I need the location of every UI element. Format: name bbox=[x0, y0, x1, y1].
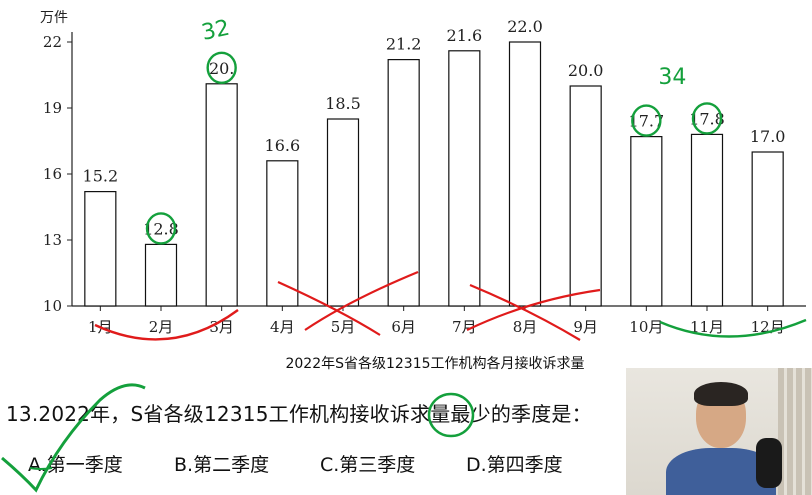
bar bbox=[510, 42, 541, 306]
x-tick-label: 4月 bbox=[270, 318, 295, 336]
option-c[interactable]: C.第三季度 bbox=[320, 450, 415, 477]
data-label: 20. bbox=[209, 59, 234, 78]
bar bbox=[85, 192, 116, 306]
y-tick-label: 19 bbox=[43, 99, 62, 117]
bookshelf bbox=[778, 368, 812, 495]
data-label: 20.0 bbox=[568, 61, 604, 80]
data-label: 21.6 bbox=[447, 26, 483, 45]
bar bbox=[328, 119, 359, 306]
data-label: 22.0 bbox=[507, 17, 543, 36]
bar bbox=[631, 137, 662, 306]
bar bbox=[206, 84, 237, 306]
data-label: 21.2 bbox=[386, 35, 422, 54]
x-tick-label: 5月 bbox=[331, 318, 356, 336]
chart-caption: 2022年S省各级12315工作机构各月接收诉求量 bbox=[285, 355, 584, 372]
q1-sum-note: 32 bbox=[199, 16, 232, 46]
bar bbox=[752, 152, 783, 306]
microphone-icon bbox=[756, 438, 782, 488]
y-tick-label: 10 bbox=[43, 297, 62, 315]
bar bbox=[449, 51, 480, 306]
data-label: 18.5 bbox=[325, 94, 361, 113]
y-axis-unit: 万件 bbox=[40, 10, 68, 26]
q4-sum-note: 34 bbox=[658, 65, 686, 90]
bar bbox=[146, 244, 177, 306]
presenter-hair bbox=[694, 382, 748, 406]
y-tick-label: 16 bbox=[43, 165, 62, 183]
bar bbox=[388, 60, 419, 306]
data-label: 15.2 bbox=[83, 167, 119, 186]
webcam-video bbox=[626, 368, 812, 495]
option-a[interactable]: A.第一季度 bbox=[28, 450, 123, 477]
x-tick-label: 9月 bbox=[573, 318, 598, 336]
option-b[interactable]: B.第二季度 bbox=[174, 450, 269, 477]
question-text: 13.2022年，S省各级12315工作机构接收诉求量最少的季度是： bbox=[6, 398, 592, 427]
x-tick-label: 2月 bbox=[149, 318, 174, 336]
x-tick-label: 8月 bbox=[513, 318, 538, 336]
y-tick-label: 22 bbox=[43, 33, 62, 51]
data-label: 16.6 bbox=[265, 136, 301, 155]
data-label: 17.0 bbox=[750, 127, 786, 146]
bar bbox=[692, 134, 723, 306]
y-tick-label: 13 bbox=[43, 231, 62, 249]
x-tick-label: 6月 bbox=[391, 318, 416, 336]
option-d[interactable]: D.第四季度 bbox=[466, 450, 563, 477]
x-tick-label: 10月 bbox=[629, 318, 663, 336]
bar bbox=[570, 86, 601, 306]
